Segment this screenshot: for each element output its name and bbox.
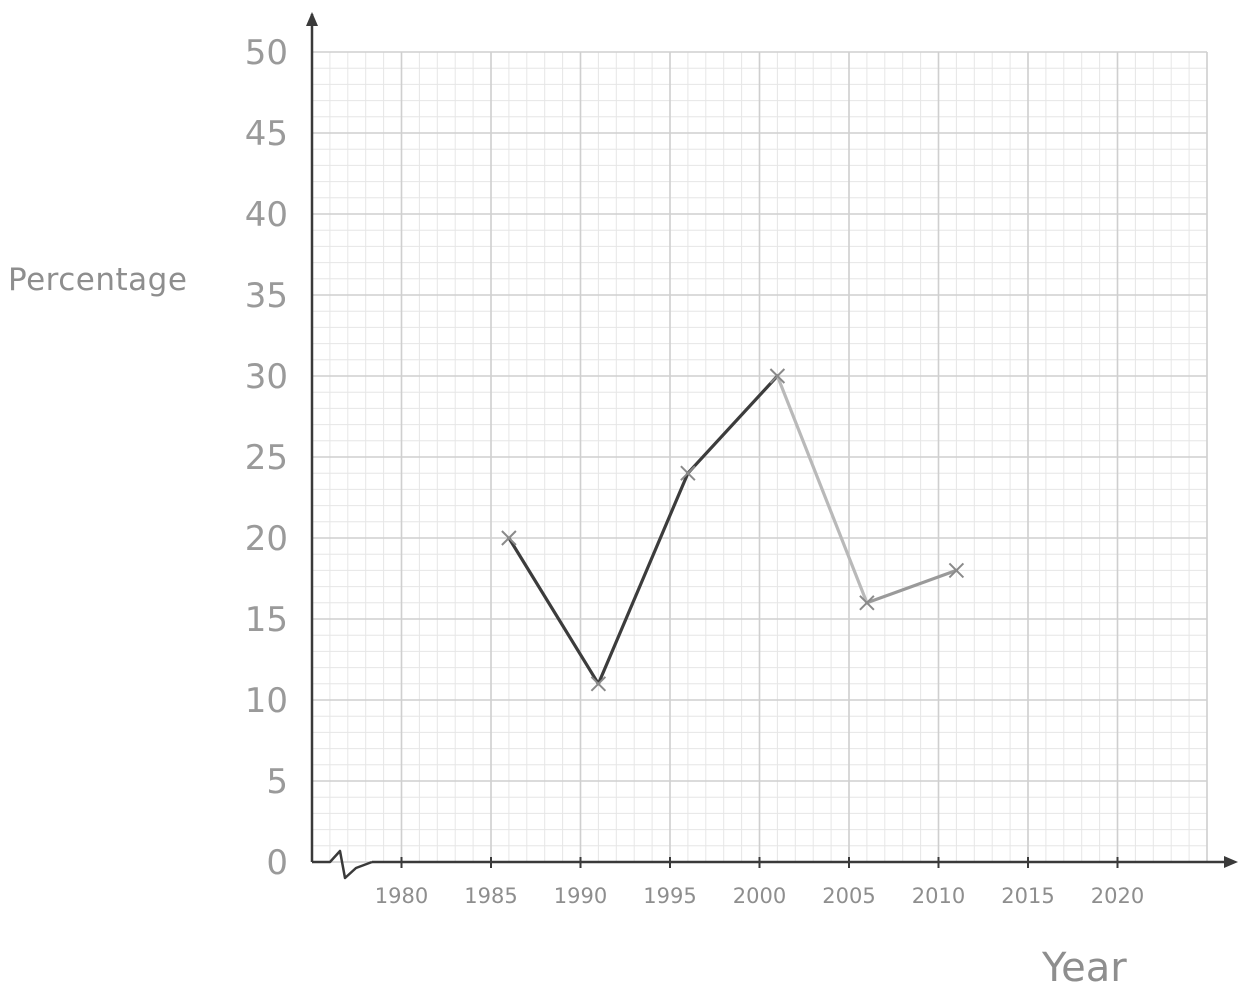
x-tick-label: 2000: [733, 884, 786, 908]
marker-stroke: [501, 530, 517, 546]
y-tick-label: 40: [245, 195, 288, 235]
x-tick-label: 1990: [554, 884, 607, 908]
y-tick-label: 15: [245, 600, 288, 640]
y-tick-label: 35: [245, 276, 288, 316]
major-grid: [311, 51, 1208, 863]
series-line-segment: [775, 374, 869, 605]
x-tick-label: 2015: [1001, 884, 1054, 908]
data-series: [501, 368, 965, 692]
data-point-marker: [948, 562, 965, 579]
y-tick-label: 30: [245, 357, 288, 397]
y-tick-label: 25: [245, 438, 288, 478]
data-point-marker: [501, 530, 517, 546]
x-axis-label: Year: [1042, 945, 1127, 991]
x-tick-label: 1995: [643, 884, 696, 908]
y-tick-label: 10: [245, 681, 288, 721]
x-tick-label: 1980: [375, 884, 428, 908]
y-tick-label: 0: [266, 843, 288, 883]
x-tick-label: 2005: [822, 884, 875, 908]
marker-stroke: [948, 562, 965, 579]
series-line-segment: [686, 374, 780, 475]
y-axis-label: Percentage: [8, 262, 188, 298]
series-line-segment: [865, 568, 959, 605]
x-axis-arrow: [1224, 856, 1238, 868]
marker-stroke: [680, 465, 696, 481]
x-tick-label: 2010: [912, 884, 965, 908]
data-point-marker: [859, 595, 875, 611]
x-tick-label: 2020: [1091, 884, 1144, 908]
data-point-marker: [590, 676, 607, 692]
x-tick-labels: 1980 1985 1990 1995 2000 2005 2010 2015 2020: [375, 884, 1144, 908]
marker-stroke: [859, 595, 875, 611]
axes: [306, 12, 1238, 880]
data-point-marker: [680, 465, 696, 481]
data-point-marker: [769, 368, 786, 384]
marker-stroke: [769, 368, 786, 384]
y-tick-label: 5: [266, 762, 288, 802]
series-line-segment: [507, 536, 601, 686]
y-tick-label: 20: [245, 519, 288, 559]
x-tick-label: 1985: [464, 884, 517, 908]
y-tick-label: 50: [245, 33, 288, 73]
axis-break-zigzag: [312, 849, 373, 880]
y-tick-label: 45: [245, 114, 288, 154]
y-tick-labels: 0 5 10 15 20 25 30 35 40 45 50: [245, 33, 288, 883]
series-line-segment: [596, 471, 690, 686]
marker-stroke: [590, 676, 607, 692]
y-axis-arrow: [306, 12, 318, 26]
